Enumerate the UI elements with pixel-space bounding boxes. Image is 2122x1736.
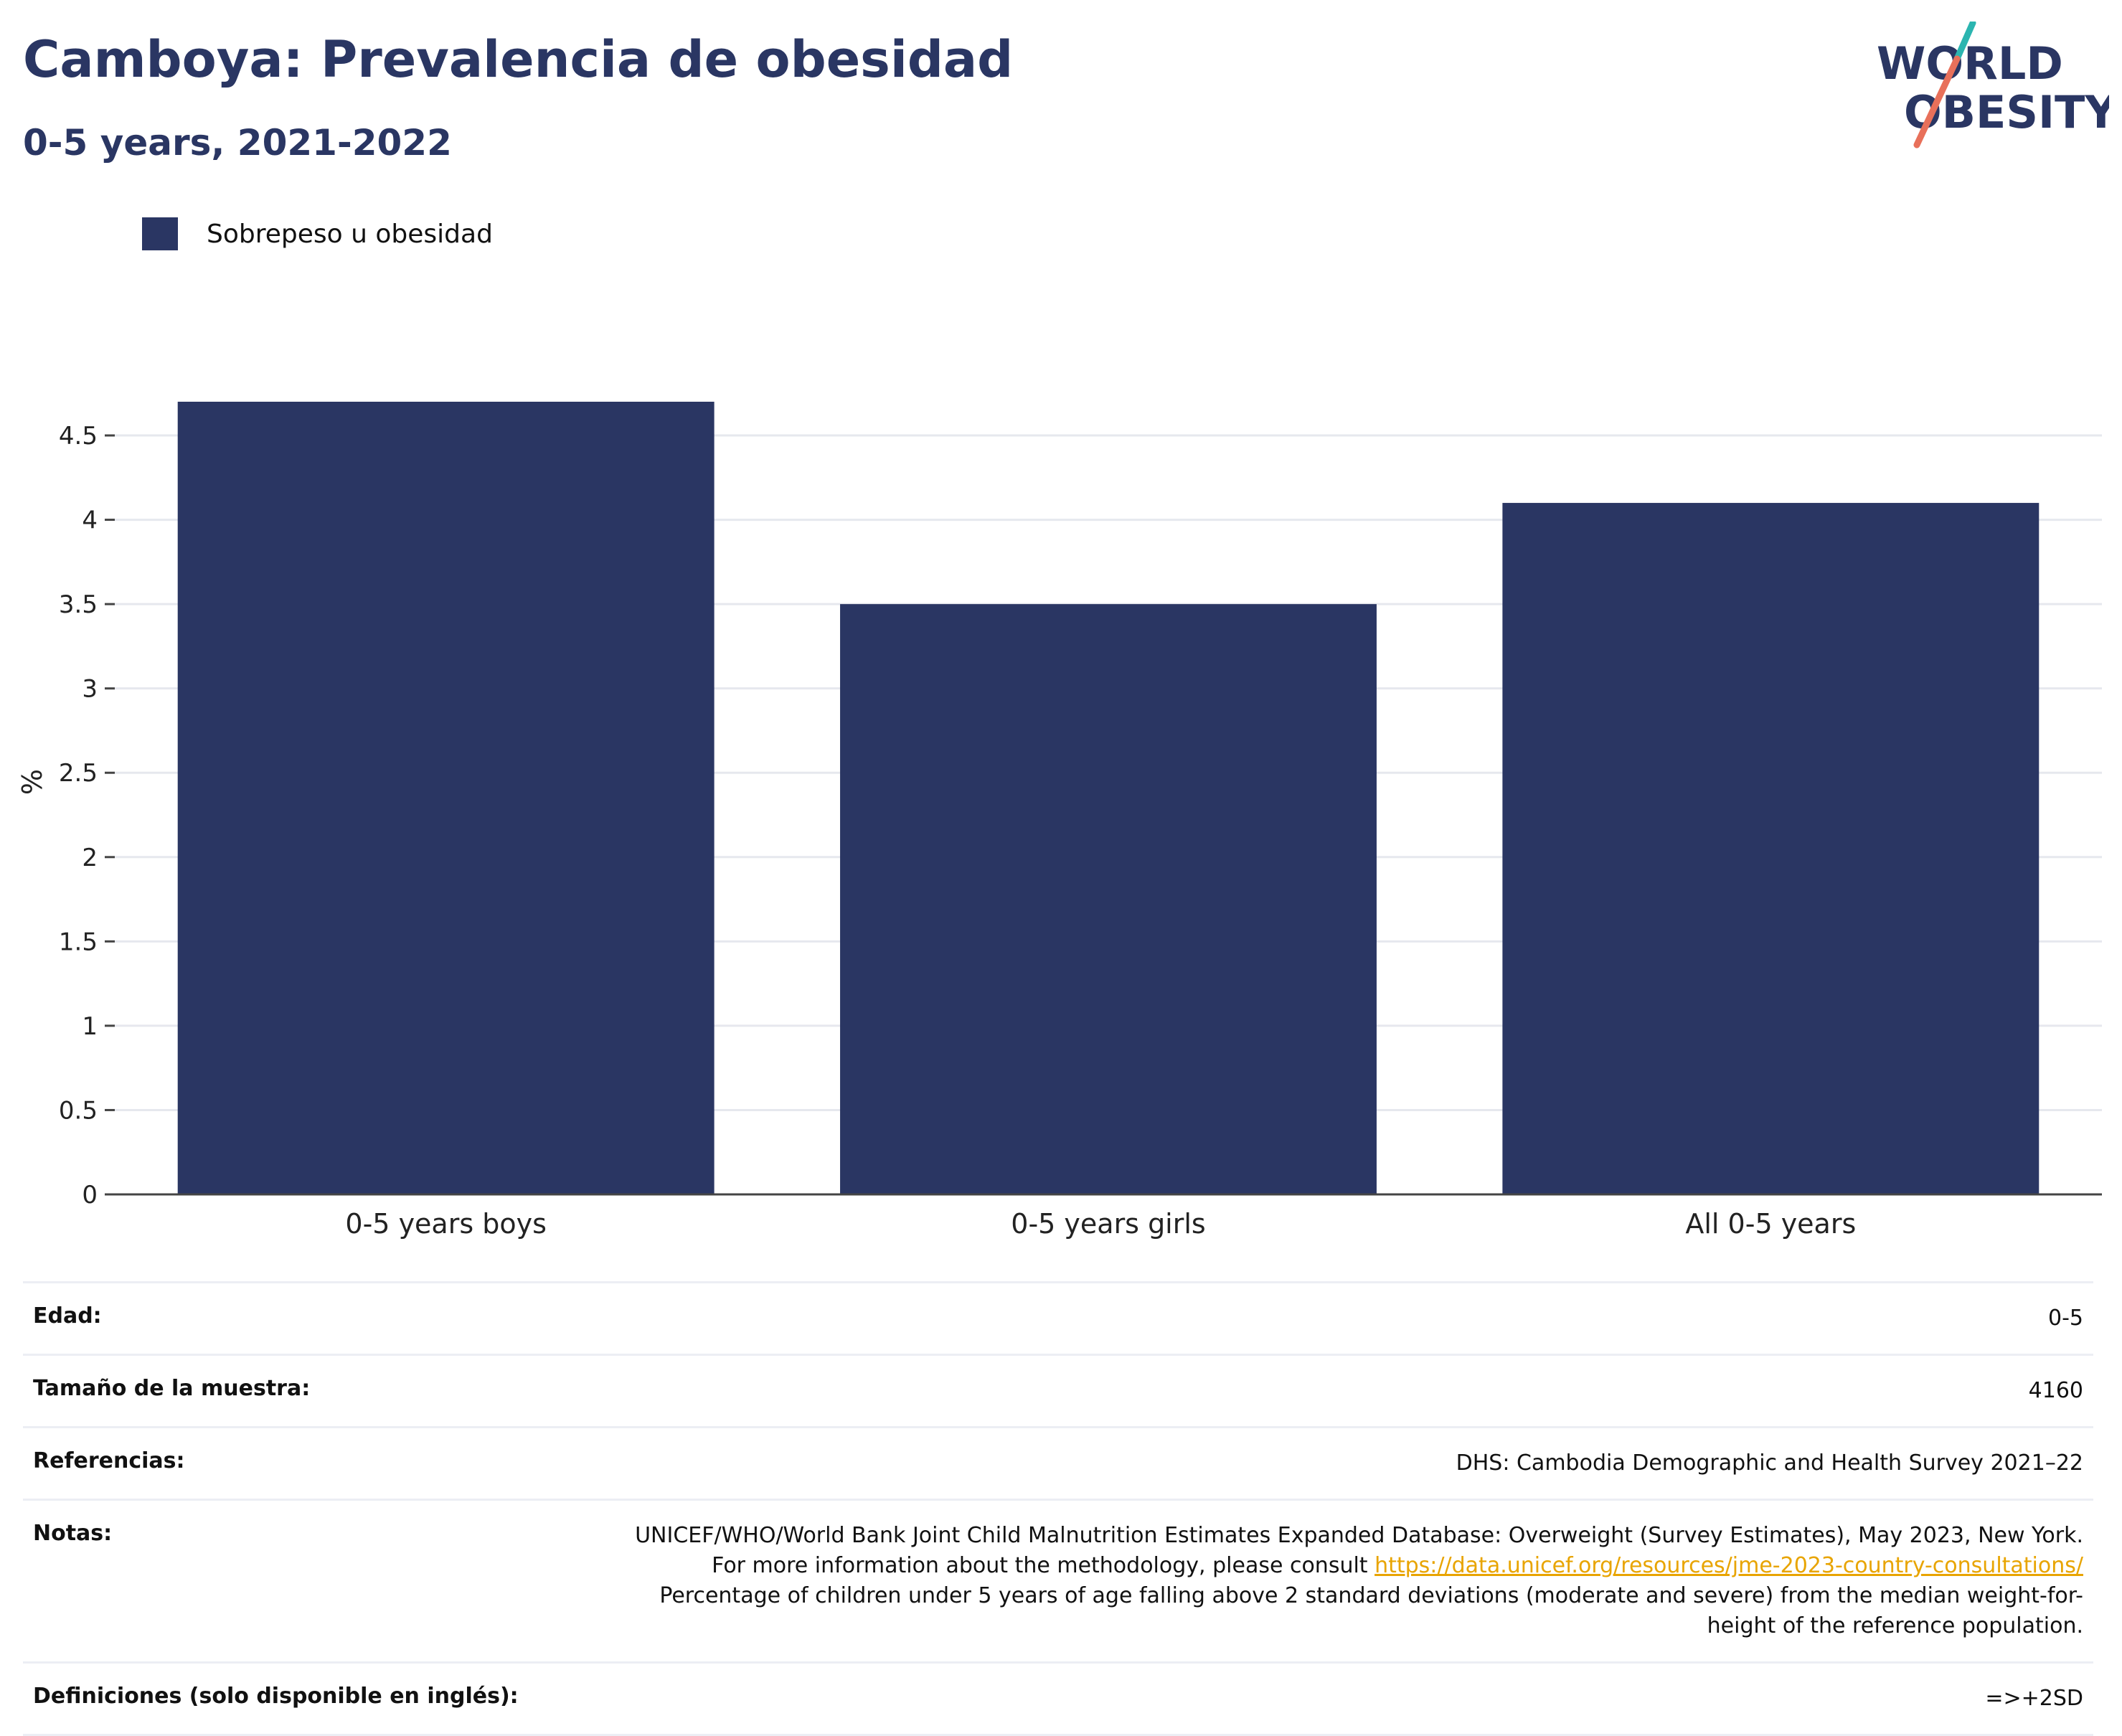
age-value: 0-5 <box>2048 1306 2083 1331</box>
y-tick-label: 2 <box>82 844 98 872</box>
y-axis-ticks: 0 0.5 1 1.5 2 2.5 3 3.5 4 4.5 <box>59 422 115 1209</box>
definitions-label: Definiciones (solo disponible en inglés)… <box>33 1684 519 1709</box>
info-row-sample: Tamaño de la muestra: 4160 <box>23 1354 2093 1428</box>
y-tick-label: 2.5 <box>59 759 98 788</box>
y-tick-label: 1.5 <box>59 928 98 956</box>
y-tick-label: 3 <box>82 675 98 704</box>
logo-word-world: WORLD <box>1877 37 2063 90</box>
bar[interactable] <box>840 604 1377 1194</box>
x-category-label: 0-5 years boys <box>345 1208 546 1240</box>
age-label: Edad: <box>33 1303 102 1329</box>
sample-value: 4160 <box>2028 1378 2083 1403</box>
info-row-definitions: Definiciones (solo disponible en inglés)… <box>23 1662 2093 1735</box>
x-category-label: 0-5 years girls <box>1011 1208 1205 1240</box>
y-tick-label: 4.5 <box>59 422 98 450</box>
y-tick-label: 4 <box>82 506 98 535</box>
bar[interactable] <box>177 402 715 1194</box>
x-axis-labels: 0-5 years boys 0-5 years girls All 0-5 yea… <box>345 1208 1856 1240</box>
y-tick-label: 0.5 <box>59 1096 98 1125</box>
sample-label: Tamaño de la muestra: <box>33 1376 311 1401</box>
legend-swatch <box>142 217 178 250</box>
bars <box>177 402 2040 1194</box>
y-axis-title: % <box>16 769 48 795</box>
bar[interactable] <box>1502 503 2040 1194</box>
y-tick-label: 1 <box>82 1012 98 1041</box>
references-label: Referencias: <box>33 1448 185 1473</box>
y-tick-label: 0 <box>82 1181 98 1209</box>
info-row-references: Referencias: DHS: Cambodia Demographic a… <box>23 1427 2093 1500</box>
page-subtitle: 0-5 years, 2021-2022 <box>23 122 452 164</box>
references-value: DHS: Cambodia Demographic and Health Sur… <box>1456 1450 2083 1476</box>
notes-methodology-link[interactable]: https://data.unicef.org/resources/jme-20… <box>1374 1553 2083 1578</box>
page-title: Camboya: Prevalencia de obesidad <box>23 30 1014 89</box>
info-table: Edad: 0-5 Tamaño de la muestra: 4160 Ref… <box>23 1281 2093 1736</box>
y-tick-label: 3.5 <box>59 590 98 619</box>
legend-label: Sobrepeso u obesidad <box>207 219 493 249</box>
x-category-label: All 0-5 years <box>1685 1208 1856 1240</box>
notes-text-1: UNICEF/WHO/World Bank Joint Child Malnut… <box>635 1523 2083 1578</box>
info-row-age: Edad: 0-5 <box>23 1282 2093 1355</box>
world-obesity-logo: WORLD OBESITY <box>1877 22 2109 148</box>
definitions-value: =>+2SD <box>1985 1686 2083 1711</box>
logo-slash-coral <box>1913 55 1961 148</box>
info-row-notes: Notas: UNICEF/WHO/World Bank Joint Child… <box>23 1499 2093 1663</box>
notes-value: UNICEF/WHO/World Bank Joint Child Malnut… <box>588 1500 2093 1663</box>
chart-legend[interactable]: Sobrepeso u obesidad <box>142 215 493 253</box>
bar-chart: 00.511.522.533.544.5 0-5 years boys 0-5 y… <box>16 402 2102 1240</box>
notes-label: Notas: <box>33 1521 113 1546</box>
logo-slash-teal <box>1953 22 1976 62</box>
notes-text-2: Percentage of children under 5 years of … <box>659 1583 2083 1638</box>
